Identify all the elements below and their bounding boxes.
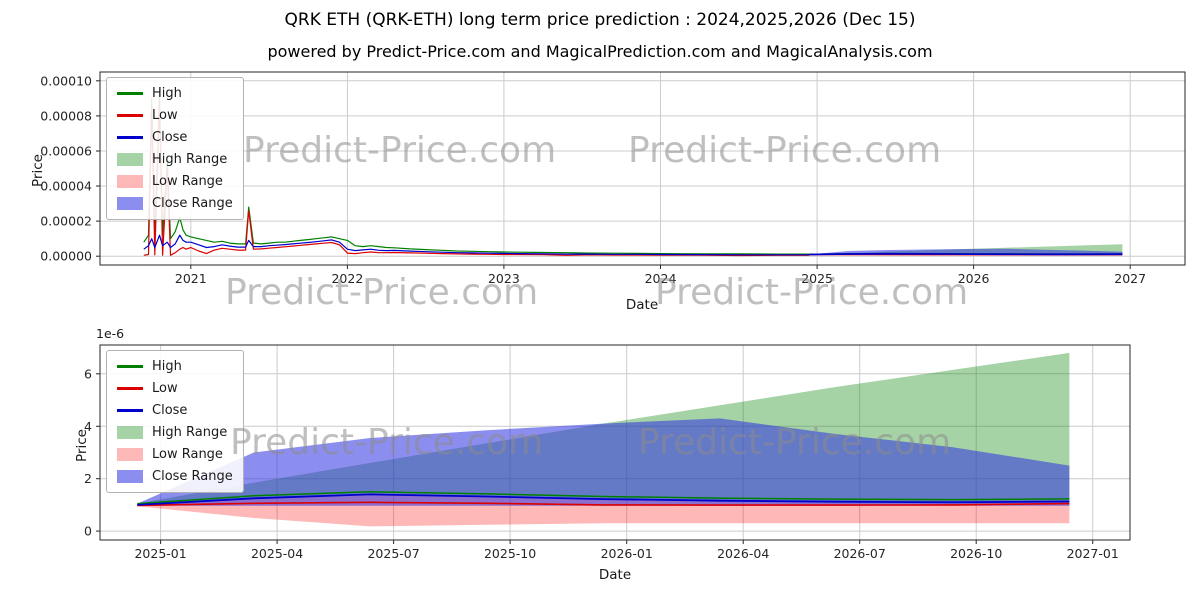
legend-label: Low Range <box>152 447 223 462</box>
x-tick-label: 2025-10 <box>484 546 536 561</box>
legend-bottom: High Low Close High Range Low Range Close Ran… <box>106 350 244 493</box>
y-tick-label: 0.00000 <box>40 249 92 264</box>
high-forecast-line <box>137 491 1070 505</box>
high-line <box>143 94 810 255</box>
x-tick-label: 2026-01 <box>601 546 653 561</box>
legend-swatch-low <box>117 114 143 117</box>
legend-item: Close <box>117 401 233 420</box>
legend-label: High Range <box>152 425 228 440</box>
legend-swatch-close <box>117 409 143 412</box>
x-tick-label: 2025-04 <box>251 546 303 561</box>
x-tick-label: 2025-07 <box>367 546 419 561</box>
y-axis-offset-text: 1e-6 <box>96 326 125 341</box>
legend-swatch-high <box>117 92 143 95</box>
legend-swatch-high <box>117 365 143 368</box>
legend-item: Low <box>117 106 233 125</box>
x-tick-label: 2023 <box>488 271 520 286</box>
x-tick-label: 2025 <box>801 271 833 286</box>
x-tick-label: 2026-04 <box>717 546 769 561</box>
legend-swatch-high-range <box>117 426 143 439</box>
legend-label: Low <box>152 108 178 123</box>
legend-item: High Range <box>117 423 233 442</box>
legend-label: High Range <box>152 152 228 167</box>
y-tick-label: 4 <box>84 419 92 434</box>
x-axis-label-bottom: Date <box>598 567 632 583</box>
x-tick-label: 2026-10 <box>950 546 1002 561</box>
axes-spine <box>99 71 1186 266</box>
x-tick-label: 2025-01 <box>134 546 186 561</box>
x-tick-label: 2026-07 <box>834 546 886 561</box>
x-tick-label: 2027 <box>1114 271 1146 286</box>
legend-swatch-low <box>117 387 143 390</box>
x-tick-label: 2026 <box>958 271 990 286</box>
legend-label: Close Range <box>152 196 233 211</box>
chart-subtitle: powered by Predict-Price.com and Magical… <box>267 42 933 61</box>
y-tick-label: 2 <box>84 471 92 486</box>
close-line <box>143 234 810 256</box>
legend-item: Low <box>117 379 233 398</box>
legend-item: High Range <box>117 150 233 169</box>
legend-top: High Low Close High Range Low Range Close Ran… <box>106 77 244 220</box>
legend-swatch-high-range <box>117 153 143 166</box>
x-tick-label: 2021 <box>175 271 207 286</box>
legend-item: High <box>117 357 233 376</box>
legend-item: Close Range <box>117 194 233 213</box>
legend-swatch-close-range <box>117 470 143 483</box>
legend-item: Low Range <box>117 445 233 464</box>
low-forecast-line <box>137 501 1070 507</box>
legend-label: High <box>152 359 182 374</box>
legend-swatch-low-range <box>117 175 143 188</box>
close-forecast-line <box>137 493 1070 506</box>
legend-item: Close <box>117 128 233 147</box>
y-axis-label-bottom: Price <box>74 429 90 462</box>
legend-label: Close <box>152 130 188 145</box>
legend-label: Close <box>152 403 188 418</box>
legend-label: High <box>152 86 182 101</box>
y-tick-label: 0.00002 <box>40 214 92 229</box>
legend-item: Low Range <box>117 172 233 191</box>
y-tick-label: 6 <box>84 366 92 381</box>
y-tick-label: 0.00008 <box>40 108 92 123</box>
legend-item: Close Range <box>117 467 233 486</box>
y-tick-label: 0.00004 <box>40 179 92 194</box>
legend-swatch-close-range <box>117 197 143 210</box>
x-tick-label: 2022 <box>331 271 363 286</box>
x-tick-label: 2027-01 <box>1067 546 1119 561</box>
legend-swatch-close <box>117 136 143 139</box>
y-tick-label: 0.00006 <box>40 144 92 159</box>
x-tick-label: 2024 <box>645 271 677 286</box>
x-axis-label-top: Date <box>625 297 659 313</box>
close-forecast-line <box>809 252 1123 256</box>
legend-label: Low Range <box>152 174 223 189</box>
legend-item: High <box>117 84 233 103</box>
y-tick-label: 0.00010 <box>40 73 92 88</box>
low-line <box>143 101 810 257</box>
close-range-area <box>137 418 1070 506</box>
y-axis-label-top: Price <box>30 154 46 187</box>
legend-swatch-low-range <box>117 448 143 461</box>
y-tick-label: 0 <box>84 524 92 539</box>
legend-label: Low <box>152 381 178 396</box>
page-title: QRK ETH (QRK-ETH) long term price predic… <box>284 10 916 30</box>
legend-label: Close Range <box>152 469 233 484</box>
axes-spine <box>99 344 1131 541</box>
